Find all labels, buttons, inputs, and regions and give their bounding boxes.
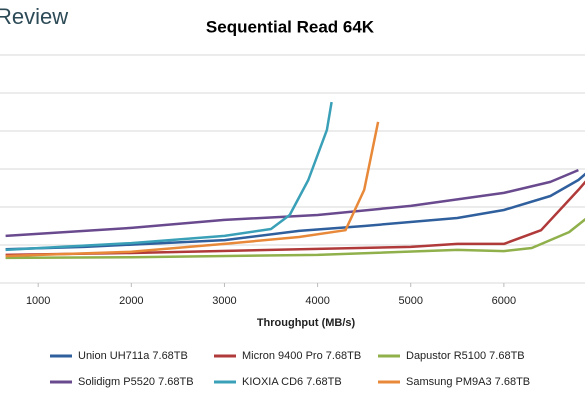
series-line: [5, 121, 380, 258]
legend-label: KIOXIA CD6 7.68TB: [242, 376, 342, 388]
legend-label: Samsung PM9A3 7.68TB: [406, 376, 530, 388]
x-axis-label: Throughput (MB/s): [257, 317, 356, 329]
series-line: [5, 168, 579, 238]
legend-label: Dapustor R5100 7.68TB: [406, 350, 525, 362]
series-line: [5, 180, 585, 257]
legend-label: Union UH711a 7.68TB: [78, 350, 188, 362]
x-tick-label: 5000: [398, 295, 422, 307]
x-tick-label: 2000: [119, 295, 143, 307]
x-tick-label: 6000: [492, 295, 516, 307]
logo: Review: [0, 4, 68, 29]
legend-label: Micron 9400 Pro 7.68TB: [242, 350, 361, 362]
series-line: [5, 172, 585, 251]
chart-title: Sequential Read 64K: [206, 17, 375, 36]
x-tick-label: 4000: [305, 295, 329, 307]
x-tick-label: 3000: [212, 295, 236, 307]
series-line: [5, 217, 585, 260]
x-tick-label: 1000: [26, 295, 50, 307]
legend-label: Solidigm P5520 7.68TB: [78, 376, 194, 388]
series-line: [5, 101, 333, 252]
